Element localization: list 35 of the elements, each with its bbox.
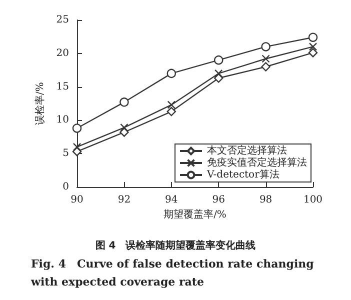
x-tick-label: 100 [303,194,323,206]
x-tick-label: 96 [212,194,225,206]
point [120,98,129,107]
point [167,100,176,109]
point [262,54,270,63]
point [308,32,318,42]
x-tick-label: 98 [259,194,272,206]
point [166,68,176,78]
legend-label: 免疫实值否定选择算法 [207,156,307,168]
point [120,123,128,132]
x-tick-label: 94 [165,194,178,206]
x-tick-label: 92 [118,194,131,206]
point [214,55,224,65]
x-tick-label: 90 [70,194,84,206]
y-tick-label: 25 [56,14,69,26]
point [261,62,270,72]
point [214,74,224,83]
y-tick-label: 15 [56,81,69,92]
legend-label: 本文否定选择算法 [207,144,287,156]
point [214,69,223,78]
y-tick-label: 0 [62,182,69,192]
text: Fig. 4 Curve of false detection rate changing with expected coverage rate [30,258,318,288]
text: 图 4 误检率随期望覆盖率变化曲线 [95,240,256,252]
y-tick-label: 10 [56,114,69,126]
point [72,142,82,152]
point [166,106,176,116]
legend-label: V-detector算法 [206,168,280,180]
point [72,124,82,133]
y-axis-title: 误检率/% [34,82,46,125]
x-axis-title: 期望覆盖率/% [164,208,226,220]
point [308,42,318,51]
y-tick-label: 20 [56,48,69,59]
point [308,48,318,58]
y-tick-label: 5 [62,148,69,160]
point [261,42,270,52]
